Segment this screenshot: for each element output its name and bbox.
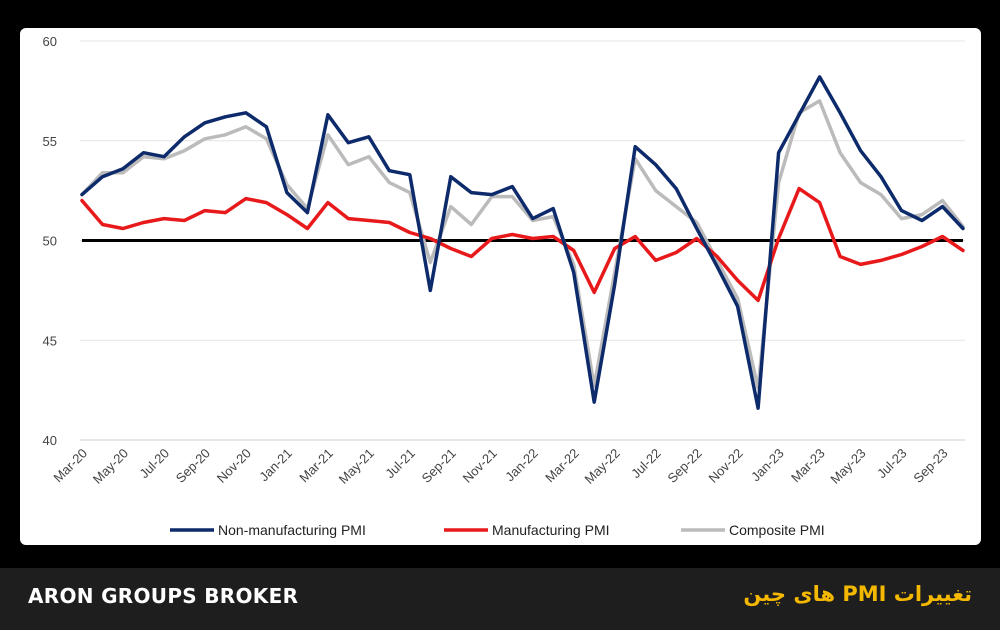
y-tick-label: 45 (43, 333, 57, 348)
x-tick-label: Mar-23 (788, 446, 828, 486)
series-layer (80, 75, 965, 410)
x-tick-label: May-23 (827, 446, 868, 487)
x-tick-label: May-21 (336, 446, 377, 487)
x-tick-label: Jul-22 (628, 446, 664, 482)
brand-name: ARON GROUPS BROKER (28, 584, 299, 608)
x-tick-label: May-20 (90, 446, 131, 487)
y-tick-label: 60 (43, 34, 57, 49)
series-line-composite-pmi (80, 99, 965, 390)
legend: Non-manufacturing PMI Manufacturing PMI Co… (170, 522, 825, 538)
x-tick-label: Jul-21 (382, 446, 418, 482)
legend-label: Composite PMI (729, 522, 825, 538)
x-tick-label: Nov-22 (705, 446, 745, 486)
x-tick-label: Sep-21 (419, 446, 459, 486)
x-tick-label: Nov-20 (214, 446, 254, 486)
x-tick-label: Jan-23 (748, 446, 787, 485)
chart-headline: تغییرات PMI های چین (743, 582, 972, 606)
x-tick-label: Mar-22 (542, 446, 582, 486)
x-tick-label: Nov-21 (460, 446, 500, 486)
x-tick-label: Sep-23 (910, 446, 950, 486)
y-tick-label: 50 (43, 234, 57, 249)
x-tick-label: May-22 (582, 446, 623, 487)
x-tick-label: Jul-23 (874, 446, 910, 482)
x-tick-label: Jan-21 (256, 446, 295, 485)
legend-label: Manufacturing PMI (492, 522, 610, 538)
y-tick-label: 55 (43, 134, 57, 149)
series-line-non-manufacturing-pmi (80, 75, 965, 410)
y-axis-ticks: 40 45 50 55 60 (43, 34, 57, 448)
x-tick-label: Mar-20 (50, 446, 90, 486)
chart-card: 40 45 50 55 60 Mar-20 May-20 Jul-20 Sep-20 Nov-2… (20, 28, 981, 545)
series-line-manufacturing-pmi (80, 186, 965, 303)
x-tick-label: Sep-20 (173, 446, 213, 486)
legend-label: Non-manufacturing PMI (218, 522, 366, 538)
y-tick-label: 40 (43, 433, 57, 448)
x-tick-label: Mar-21 (296, 446, 336, 486)
x-tick-label: Sep-22 (665, 446, 705, 486)
x-tick-label: Jul-20 (136, 446, 172, 482)
gridlines (80, 40, 965, 341)
x-tick-label: Jan-22 (502, 446, 541, 485)
footer-bar: ARON GROUPS BROKER تغییرات PMI های چین (0, 568, 1000, 630)
x-axis-ticks: Mar-20 May-20 Jul-20 Sep-20 Nov-20 Jan-21 Mar-… (50, 446, 950, 487)
